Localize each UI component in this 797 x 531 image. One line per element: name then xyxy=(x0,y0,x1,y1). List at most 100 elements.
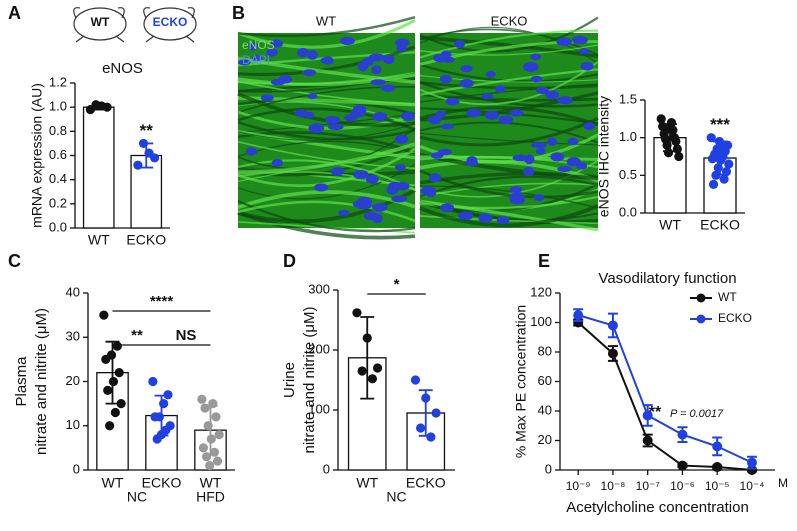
nucleus xyxy=(557,165,573,172)
error-bar xyxy=(154,394,169,437)
nucleus xyxy=(509,186,523,193)
data-point xyxy=(431,408,441,418)
mouse-icon xyxy=(73,7,197,43)
cell-edge xyxy=(419,91,599,122)
legend-marker xyxy=(696,293,706,303)
cell-edge xyxy=(237,73,416,87)
y-axis-label: % Max PE concentration xyxy=(513,305,529,458)
nucleus xyxy=(459,78,474,88)
y-axis-label: nitrate and nitrite (μM) xyxy=(301,306,318,453)
y-tick-label: 0.8 xyxy=(49,123,67,138)
data-point xyxy=(112,341,122,351)
nucleus xyxy=(580,62,594,71)
x-tick-label: 10⁻⁵ xyxy=(705,479,730,493)
x-tick-label: ECKO xyxy=(126,232,166,248)
panel-letter: C xyxy=(8,251,21,271)
nucleus xyxy=(583,122,596,131)
series-line xyxy=(577,314,753,464)
nucleus xyxy=(371,65,382,75)
cell-edge xyxy=(419,116,599,147)
nucleus xyxy=(535,147,546,155)
panel-letter: B xyxy=(232,3,245,23)
legend-label: ECKO xyxy=(718,311,752,325)
data-point xyxy=(101,354,111,364)
cell-edge xyxy=(419,83,599,103)
chart-title: eNOS xyxy=(102,60,143,77)
nucleus xyxy=(338,209,350,217)
y-tick-label: 300 xyxy=(308,281,330,296)
cell-edge xyxy=(237,140,416,157)
x-axis-label: Acetylcholine concentration xyxy=(566,499,749,516)
cell-edge xyxy=(419,81,599,90)
nucleus xyxy=(327,123,344,131)
x-tick-label: ECKO xyxy=(700,217,740,233)
cell-edge xyxy=(419,199,599,232)
nucleus xyxy=(556,37,572,47)
data-point xyxy=(410,375,421,385)
mouse-label: ECKO xyxy=(153,15,188,29)
panel-letter: A xyxy=(8,3,21,23)
cell-edge xyxy=(237,165,416,177)
nucleus xyxy=(238,59,251,66)
cell-edge xyxy=(237,211,416,240)
significance: ** xyxy=(649,404,662,421)
y-tick-label: 100 xyxy=(308,401,330,416)
cell-edge xyxy=(419,29,599,59)
data-point xyxy=(708,179,719,189)
data-point xyxy=(99,310,109,320)
nucleus xyxy=(344,113,358,122)
y-tick-label: 1.5 xyxy=(619,91,637,106)
cell-edge xyxy=(237,199,416,233)
cell-edge xyxy=(419,44,599,56)
nucleus xyxy=(545,90,560,100)
x-tick-label: WT xyxy=(356,475,378,491)
nucleus xyxy=(391,195,408,203)
significance: **** xyxy=(150,293,174,310)
y-tick-label: 0.5 xyxy=(619,167,637,182)
y-tick-label: 20 xyxy=(66,373,80,388)
image-label: ECKO xyxy=(491,13,528,28)
y-tick-label: 0.0 xyxy=(619,204,637,219)
nucleus xyxy=(512,154,528,162)
significance: NS xyxy=(176,327,197,344)
cell-edge xyxy=(419,182,599,198)
cell-edge xyxy=(237,16,416,38)
nucleus xyxy=(260,94,274,102)
data-point xyxy=(110,407,120,418)
nucleus xyxy=(429,173,442,182)
nucleus xyxy=(372,202,388,212)
nucleus xyxy=(481,93,494,100)
data-point xyxy=(719,174,729,184)
data-point xyxy=(707,154,717,164)
nucleus xyxy=(466,108,482,118)
nucleus xyxy=(524,154,535,165)
data-point xyxy=(357,366,367,376)
nucleus xyxy=(278,75,293,84)
nucleus xyxy=(494,85,506,93)
cell-edge xyxy=(419,28,599,56)
data-point xyxy=(352,308,362,318)
nucleus xyxy=(247,41,259,51)
nucleus xyxy=(531,142,547,149)
data-point xyxy=(642,410,653,421)
data-point xyxy=(105,421,115,431)
cell-edge xyxy=(419,169,599,199)
data-point xyxy=(677,429,688,440)
cell-edge xyxy=(419,16,599,53)
image-label: WT xyxy=(316,13,336,28)
nucleus xyxy=(457,211,474,221)
legend-label: WT xyxy=(718,290,737,304)
nucleus xyxy=(297,47,310,58)
data-point xyxy=(656,114,666,124)
cell-edge xyxy=(237,18,416,49)
y-axis-label: Plasma xyxy=(13,356,30,407)
nucleus xyxy=(307,93,318,100)
nucleus xyxy=(533,194,545,202)
data-point xyxy=(108,376,119,387)
nucleus xyxy=(381,84,396,92)
x-tick-label: WT xyxy=(200,475,222,491)
data-point xyxy=(197,394,207,404)
nucleus xyxy=(294,109,308,118)
x-tick-label: WT xyxy=(659,217,681,233)
error-bar xyxy=(663,123,677,153)
